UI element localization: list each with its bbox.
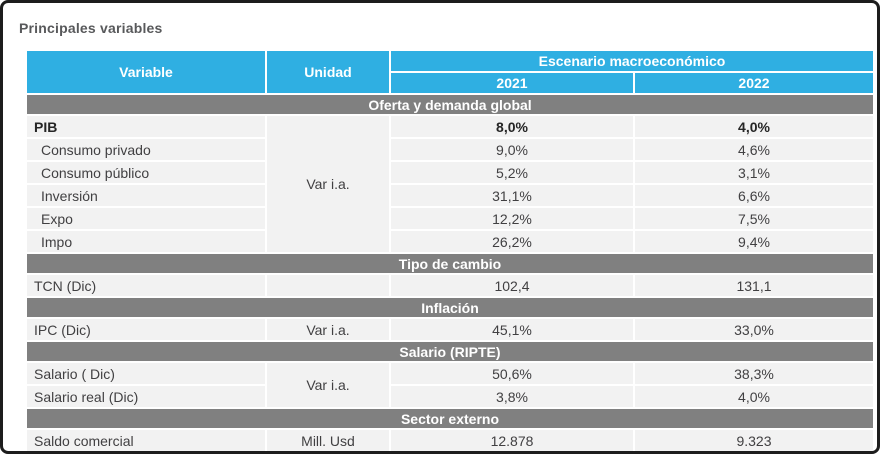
table-row-ipc: IPC (Dic) Var i.a. 45,1% 33,0% — [25, 317, 875, 342]
value-cell-2022: 38,3% — [633, 361, 875, 386]
unit-cell — [265, 273, 391, 298]
value-cell-2021: 5,2% — [389, 160, 635, 185]
unit-cell: Var i.a. — [265, 361, 391, 409]
table-row-saldo-comercial: Saldo comercial Mill. Usd 12.878 9.323 — [25, 428, 875, 451]
table-row-pib: PIB Var i.a. 8,0% 4,0% — [25, 114, 875, 254]
table-row-consumo-publico: Consumo público 5,2% 3,1% — [25, 160, 875, 185]
variable-cell: Consumo privado — [25, 137, 267, 162]
table-header: Variable Unidad Escenario macroeconómico… — [25, 49, 875, 95]
unit-cell: Var i.a. — [265, 114, 391, 254]
table-row-salario-dic: Salario ( Dic) Var i.a. 50,6% 38,3% — [25, 361, 875, 409]
page-title: Principales variables — [19, 20, 163, 36]
col-header-variable: Variable — [25, 49, 267, 95]
header-row-years: 2021 2022 — [26, 71, 875, 95]
unit-cell: Var i.a. — [265, 317, 391, 342]
variable-cell: Consumo público — [25, 160, 267, 185]
value-cell-2022: 4,6% — [633, 137, 875, 162]
value-cell-2021: 45,1% — [389, 317, 635, 342]
macro-scenario-table: Variable Unidad Escenario macroeconómico… — [25, 49, 875, 451]
section-row-tipo-de-cambio: Tipo de cambio — [25, 252, 875, 275]
variable-cell: Saldo comercial — [25, 428, 267, 451]
value-cell-2022: 4,0% — [633, 384, 875, 409]
variable-cell: PIB — [25, 114, 267, 139]
variable-cell: IPC (Dic) — [25, 317, 267, 342]
value-cell-2022: 3,1% — [633, 160, 875, 185]
value-cell-2022: 6,6% — [633, 183, 875, 208]
section-title: Sector externo — [25, 407, 875, 430]
value-cell-2021: 12.878 — [389, 428, 635, 451]
value-cell-2021: 50,6% — [389, 361, 635, 386]
table-row-salario-real-dic: Salario real (Dic) 3,8% 4,0% — [25, 384, 875, 409]
value-cell-2022: 4,0% — [633, 114, 875, 139]
value-cell-2022: 33,0% — [633, 317, 875, 342]
value-cell-2021: 3,8% — [389, 384, 635, 409]
value-cell-2022: 9,4% — [633, 229, 875, 254]
variable-cell: Expo — [25, 206, 267, 231]
value-cell-2021: 12,2% — [389, 206, 635, 231]
value-cell-2021: 8,0% — [389, 114, 635, 139]
value-cell-2021: 26,2% — [389, 229, 635, 254]
value-cell-2022: 7,5% — [633, 206, 875, 231]
table-row-impo: Impo 26,2% 9,4% — [25, 229, 875, 254]
table-row-tcn: TCN (Dic) 102,4 131,1 — [25, 273, 875, 298]
table-row-expo: Expo 12,2% 7,5% — [25, 206, 875, 231]
section-title: Tipo de cambio — [25, 252, 875, 275]
col-header-scenario: Escenario macroeconómico — [389, 49, 875, 73]
value-cell-2022: 9.323 — [633, 428, 875, 451]
section-row-oferta-y-demanda: Oferta y demanda global — [25, 93, 875, 116]
variable-cell: Inversión — [25, 183, 267, 208]
col-header-2022: 2022 — [633, 71, 875, 95]
unit-cell: Mill. Usd — [265, 428, 391, 451]
value-cell-2021: 102,4 — [389, 273, 635, 298]
value-cell-2022: 131,1 — [633, 273, 875, 298]
value-cell-2021: 9,0% — [389, 137, 635, 162]
section-title: Salario (RIPTE) — [25, 340, 875, 363]
section-row-sector-externo: Sector externo — [25, 407, 875, 430]
section-title: Inflación — [25, 296, 875, 319]
section-row-salario-ripte: Salario (RIPTE) — [25, 340, 875, 363]
col-header-2021: 2021 — [389, 71, 635, 95]
section-row-inflacion: Inflación — [25, 296, 875, 319]
col-header-unidad: Unidad — [265, 49, 391, 95]
table-row-consumo-privado: Consumo privado 9,0% 4,6% — [25, 137, 875, 162]
value-cell-2021: 31,1% — [389, 183, 635, 208]
table-row-inversion: Inversión 31,1% 6,6% — [25, 183, 875, 208]
section-title: Oferta y demanda global — [25, 93, 875, 116]
variable-cell: Salario ( Dic) — [25, 361, 267, 386]
header-row-top: Variable Unidad Escenario macroeconómico — [25, 49, 875, 95]
variable-cell: Salario real (Dic) — [25, 384, 267, 409]
variable-cell: Impo — [25, 229, 267, 254]
variable-cell: TCN (Dic) — [25, 273, 267, 298]
